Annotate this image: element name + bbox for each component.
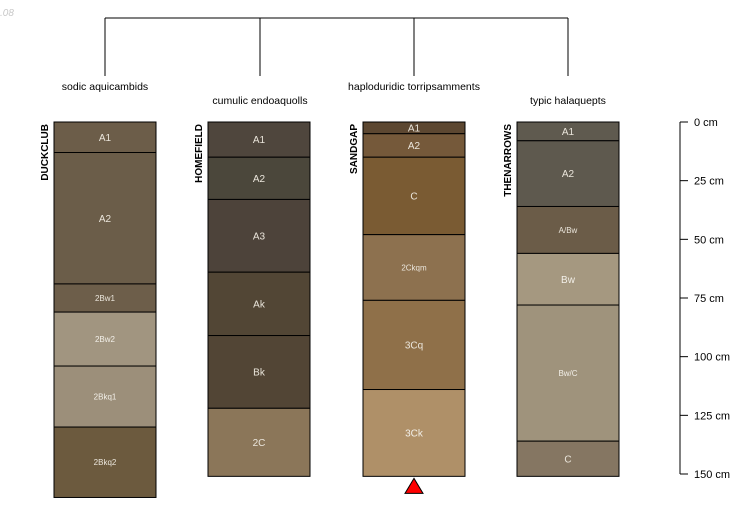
horizon-label: A2 bbox=[408, 141, 421, 152]
horizon-label: A1 bbox=[408, 123, 421, 134]
horizon-label: A2 bbox=[253, 174, 266, 185]
horizon-2bkq1 bbox=[53, 365, 157, 428]
horizon-label: 3Cq bbox=[405, 341, 423, 352]
profiles-group: sodic aquicambids DUCKCLUB A1 A2 2Bw1 2Bw2 2Bk… bbox=[40, 81, 620, 498]
truncation-marker-icon bbox=[404, 477, 424, 494]
horizon-label: 2Bw2 bbox=[95, 335, 116, 344]
horizon-ak bbox=[207, 271, 311, 337]
horizon-label: 2Ckqm bbox=[401, 263, 427, 272]
horizon-a2 bbox=[207, 156, 311, 200]
taxon-label: haploduridic torripsamments bbox=[348, 81, 480, 93]
horizon-label: Bw/C bbox=[558, 369, 577, 378]
horizon-2bw1 bbox=[53, 283, 157, 313]
depth-tick-label: 0 cm bbox=[694, 117, 718, 129]
taxon-label: typic halaquepts bbox=[530, 95, 606, 107]
depth-tick-label: 75 cm bbox=[694, 293, 724, 305]
profile-duckclub: sodic aquicambids DUCKCLUB A1 A2 2Bw1 2Bw2 2Bk… bbox=[40, 81, 157, 498]
horizon-label: A1 bbox=[99, 133, 112, 144]
horizon-a1 bbox=[53, 121, 157, 154]
horizon-c bbox=[516, 440, 620, 477]
horizon-label: Bw bbox=[561, 275, 576, 286]
horizon-3ck bbox=[362, 389, 466, 477]
horizon-label: Ak bbox=[253, 299, 266, 310]
dendrogram bbox=[104, 17, 569, 76]
horizon-label: A2 bbox=[99, 214, 112, 225]
horizon-label: Bk bbox=[253, 368, 266, 379]
horizon-label: C bbox=[410, 192, 417, 203]
horizon-bk bbox=[207, 335, 311, 409]
profile-thenarrows: typic halaquepts THENARROWS A1 A2 A/Bw Bw Bw/C… bbox=[503, 95, 620, 477]
horizon-label: A/Bw bbox=[559, 226, 578, 235]
horizon-2c bbox=[207, 407, 311, 477]
depth-tick-label: 25 cm bbox=[694, 176, 724, 188]
horizon-a1 bbox=[207, 121, 311, 158]
profile-name: HOMEFIELD bbox=[194, 124, 205, 183]
horizon-label: 3Ck bbox=[405, 429, 424, 440]
corner-label: .08 bbox=[0, 8, 14, 19]
depth-tick-label: 125 cm bbox=[694, 410, 730, 422]
horizon-label: 2C bbox=[253, 438, 266, 449]
horizon-label: A2 bbox=[562, 169, 575, 180]
taxon-label: cumulic endoaquolls bbox=[212, 95, 307, 107]
horizon-a-bw bbox=[516, 205, 620, 254]
horizon-label: A3 bbox=[253, 231, 266, 242]
profile-name: SANDGAP bbox=[349, 124, 360, 174]
profile-name: THENARROWS bbox=[503, 124, 514, 197]
horizon-label: 2Bkq1 bbox=[94, 392, 117, 401]
depth-tick-label: 50 cm bbox=[694, 234, 724, 246]
horizon-label: C bbox=[564, 454, 571, 465]
depth-axis: 0 cm 25 cm 50 cm 75 cm 100 cm 125 cm 150 cm bbox=[679, 117, 730, 481]
profile-homefield: cumulic endoaquolls HOMEFIELD A1 A2 A3 Ak Bk 2C bbox=[194, 95, 311, 477]
taxon-label: sodic aquicambids bbox=[62, 81, 148, 93]
depth-tick-label: 100 cm bbox=[694, 352, 730, 364]
horizon-c bbox=[362, 156, 466, 236]
horizon-label: A1 bbox=[562, 127, 575, 138]
horizon-label: 2Bw1 bbox=[95, 294, 116, 303]
horizon-a2 bbox=[516, 140, 620, 207]
horizon-bw-c bbox=[516, 304, 620, 442]
horizon-2bw2 bbox=[53, 311, 157, 367]
horizon-a3 bbox=[207, 198, 311, 273]
profile-sandgap: haploduridic torripsamments SANDGAP A1 A2 C 2… bbox=[348, 81, 480, 494]
depth-tick-label: 150 cm bbox=[694, 469, 730, 481]
profile-name: DUCKCLUB bbox=[40, 124, 51, 181]
horizon-label: 2Bkq2 bbox=[94, 458, 117, 467]
horizon-2bkq2 bbox=[53, 426, 157, 498]
horizon-label: A1 bbox=[253, 135, 266, 146]
